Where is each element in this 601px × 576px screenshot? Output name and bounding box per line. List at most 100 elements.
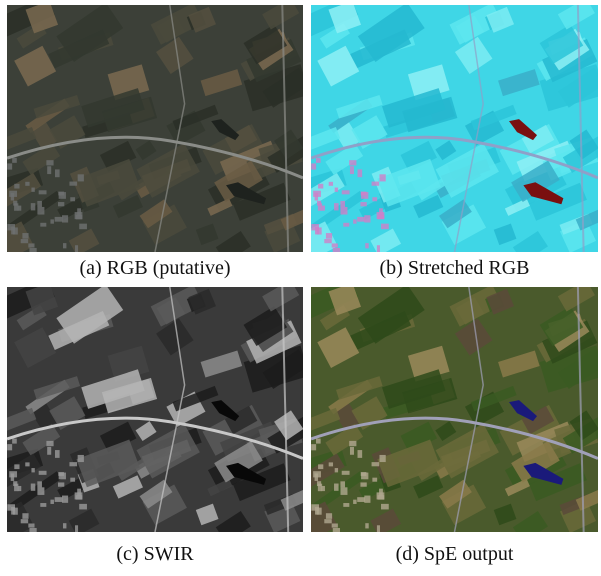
town-block — [361, 192, 367, 196]
town-block — [7, 504, 15, 510]
town-block — [37, 481, 42, 487]
town-block — [353, 500, 356, 504]
town-block — [55, 217, 63, 222]
town-block — [50, 219, 53, 223]
town-block — [329, 462, 333, 466]
town-block — [55, 169, 60, 177]
town-block — [29, 248, 36, 252]
town-block — [326, 233, 332, 239]
town-block — [357, 497, 365, 502]
town-block — [340, 487, 347, 495]
town-block — [14, 184, 19, 189]
town-block — [31, 188, 34, 192]
town-block — [324, 519, 331, 523]
town-block — [332, 243, 338, 247]
town-block — [79, 224, 87, 230]
town-block — [340, 481, 345, 487]
town-block — [350, 166, 354, 174]
town-block — [332, 523, 338, 527]
town-block — [357, 217, 365, 222]
town-block — [22, 233, 28, 239]
town-block — [55, 450, 60, 458]
town-block — [350, 447, 354, 455]
town-block — [379, 455, 385, 462]
town-block — [28, 243, 34, 247]
town-block — [311, 504, 319, 510]
town-block — [12, 158, 17, 163]
town-block — [372, 197, 377, 201]
town-block — [28, 523, 34, 527]
town-block — [55, 497, 63, 502]
town-block — [361, 472, 367, 476]
town-block — [31, 468, 34, 472]
town-block — [63, 523, 66, 528]
town-block — [333, 248, 340, 252]
town-block — [69, 462, 77, 466]
town-block — [343, 503, 349, 507]
town-block — [21, 239, 28, 243]
town-block — [31, 484, 36, 491]
town-block — [342, 471, 350, 475]
town-block — [377, 525, 380, 532]
town-block — [40, 223, 46, 227]
town-block — [77, 208, 81, 216]
town-block — [318, 184, 323, 189]
town-block — [343, 223, 349, 227]
page: Figure panels {"figure": {"panels": [ {"… — [0, 0, 601, 576]
town-block — [349, 441, 356, 446]
town-block — [372, 478, 377, 482]
town-block — [14, 203, 18, 210]
town-block — [379, 489, 383, 497]
town-block — [381, 504, 389, 510]
town-block — [324, 239, 331, 243]
town-block — [25, 462, 29, 466]
town-block — [78, 455, 84, 462]
town-block — [39, 471, 47, 475]
town-block — [358, 450, 363, 458]
town-block — [364, 215, 370, 222]
rgb-image — [7, 5, 303, 252]
caption: (b) Stretched RGB — [311, 257, 598, 280]
town-block — [377, 245, 380, 252]
town-block — [11, 473, 14, 481]
town-block — [79, 504, 87, 510]
spe-output-image — [311, 287, 598, 532]
town-block — [12, 439, 17, 444]
town-block — [329, 182, 333, 186]
town-block — [318, 484, 322, 491]
town-block — [11, 193, 14, 201]
town-block — [50, 500, 53, 504]
town-block — [14, 484, 18, 491]
town-block — [63, 243, 66, 248]
town-block — [335, 468, 338, 472]
town-block — [62, 215, 68, 222]
town-block — [316, 158, 321, 163]
town-block — [360, 482, 366, 486]
town-block — [379, 208, 383, 216]
town-block — [365, 523, 368, 528]
town-block — [40, 503, 46, 507]
town-block — [318, 203, 322, 210]
town-block — [7, 163, 12, 169]
town-block — [7, 224, 15, 230]
town-block — [70, 197, 75, 201]
town-block — [311, 163, 316, 169]
town-block — [349, 160, 356, 165]
town-block — [14, 464, 19, 469]
town-block — [372, 182, 380, 186]
town-block — [379, 174, 385, 181]
town-block — [372, 462, 380, 466]
town-block — [58, 472, 64, 476]
town-block — [7, 444, 12, 450]
town-block — [62, 496, 68, 503]
town-block — [75, 525, 78, 532]
town-block — [334, 203, 339, 210]
town-block — [37, 201, 42, 207]
town-block — [364, 496, 370, 503]
town-block — [46, 441, 53, 446]
town-block — [21, 519, 28, 523]
town-block — [29, 528, 36, 532]
town-block — [326, 513, 332, 519]
town-block — [365, 243, 368, 248]
stretched-rgb-image — [311, 5, 598, 252]
